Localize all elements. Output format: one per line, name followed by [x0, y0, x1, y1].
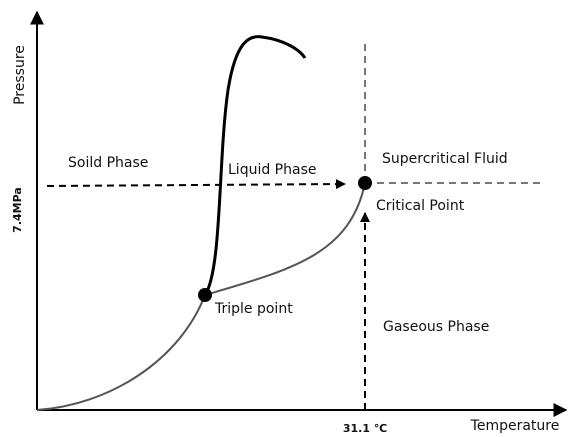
sublimation-curve	[36, 294, 206, 411]
y-marker: 7.4MPa	[11, 187, 24, 233]
region-label: Gaseous Phase	[383, 319, 489, 335]
pressure-guide	[46, 179, 346, 190]
region-label: Liquid Phase	[228, 162, 316, 178]
y-label: Pressure	[12, 45, 28, 105]
point-label: Critical Point	[376, 198, 465, 214]
triple-point	[198, 288, 212, 302]
region-label: Soild Phase	[68, 155, 148, 171]
melting-curve	[203, 35, 307, 296]
critical-point	[358, 176, 372, 190]
x-marker: 31.1 ℃	[343, 422, 387, 435]
vaporization-curve	[204, 182, 366, 296]
point-label: Triple point	[214, 301, 293, 317]
region-label: Supercritical Fluid	[382, 151, 508, 167]
x-label: Temperature	[470, 418, 560, 434]
